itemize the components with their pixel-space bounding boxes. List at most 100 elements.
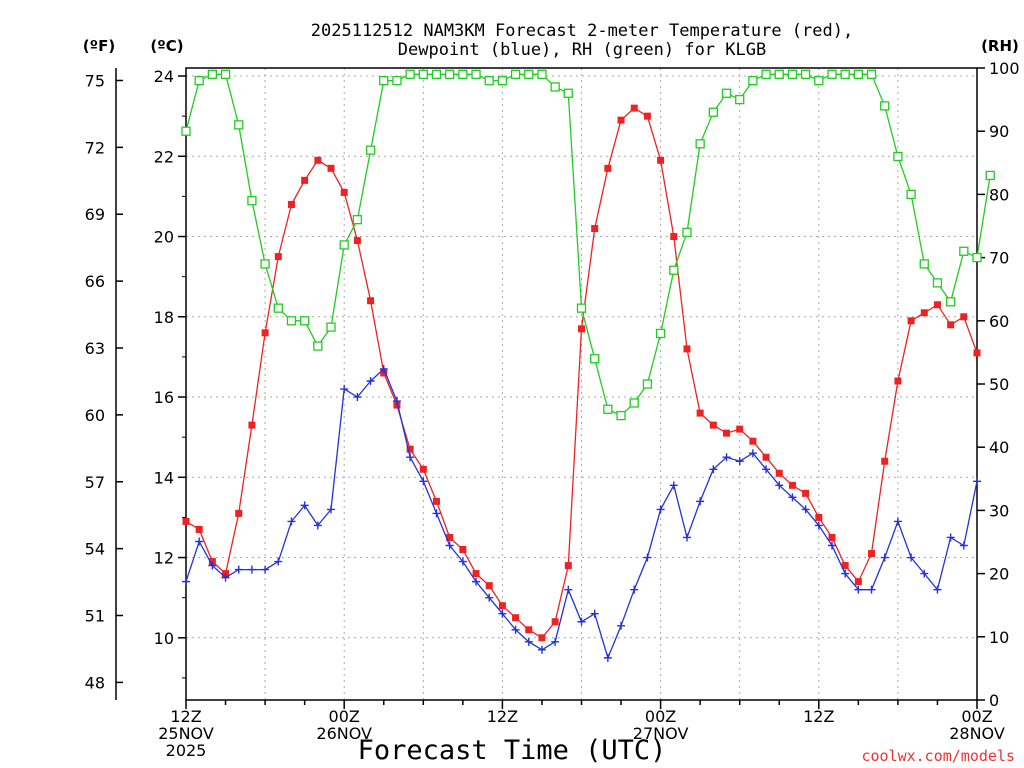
celsius-tick-label: 24 xyxy=(154,67,174,86)
dewpoint-point xyxy=(656,505,665,514)
dewpoint-point xyxy=(458,557,467,566)
dewpoint-point xyxy=(735,457,744,466)
rh-point xyxy=(708,107,718,117)
temperature-point xyxy=(261,329,269,337)
rh-point xyxy=(471,69,481,79)
rh-point xyxy=(853,69,863,79)
x-axis-title: Forecast Time (UTC) xyxy=(358,735,667,766)
rh-point xyxy=(326,322,336,332)
rh-point xyxy=(985,170,995,181)
temperature-point xyxy=(446,533,454,541)
temperature-point xyxy=(301,176,309,184)
x-tick-label: 25NOV xyxy=(158,724,214,743)
dewpoint-point xyxy=(221,573,230,582)
chart-title-line-2: Dewpoint (blue), RH (green) for KLGB xyxy=(398,40,766,60)
temperature-point xyxy=(380,369,388,377)
dewpoint-point xyxy=(313,521,322,530)
temperature-point xyxy=(512,614,520,622)
dewpoint-point xyxy=(551,637,560,646)
celsius-tick-label: 22 xyxy=(154,147,174,166)
celsius-tick-label: 16 xyxy=(154,388,174,407)
rh-tick-label: 10 xyxy=(989,628,1009,647)
rh-point xyxy=(655,328,666,339)
dewpoint-point xyxy=(788,493,797,502)
rh-point xyxy=(774,69,784,79)
dewpoint-point xyxy=(208,561,217,570)
rh-point xyxy=(735,94,745,105)
temperature-point xyxy=(775,469,783,477)
fahrenheit-tick-label: 63 xyxy=(85,339,105,358)
temperature-point xyxy=(564,562,572,570)
x-tick-label: 00Z xyxy=(961,707,992,726)
temperature-point xyxy=(393,401,401,409)
temperature-point xyxy=(723,429,731,437)
temperature-point xyxy=(314,156,322,164)
rh-point xyxy=(814,75,824,86)
fahrenheit-tick-label: 54 xyxy=(85,540,105,559)
rh-point xyxy=(379,75,389,86)
temperature-point xyxy=(617,116,625,124)
temperature-point xyxy=(881,457,889,465)
rh-point xyxy=(906,189,916,200)
celsius-tick-label: 12 xyxy=(154,549,174,568)
rh-point xyxy=(405,69,415,79)
dewpoint-point xyxy=(419,477,428,486)
temperature-point xyxy=(472,570,480,578)
temperature-point xyxy=(841,562,849,570)
rh-point xyxy=(445,69,455,79)
rh-point xyxy=(932,278,943,288)
rh-point xyxy=(484,75,494,86)
dewpoint-point xyxy=(709,465,718,474)
rh-line xyxy=(185,73,991,417)
dewpoint-point xyxy=(524,637,533,646)
rh-point xyxy=(563,88,573,98)
dewpoint-point xyxy=(920,569,929,578)
rh-point xyxy=(827,69,837,79)
temperature-point xyxy=(894,377,902,385)
temperature-point xyxy=(353,237,361,245)
temperature-point xyxy=(367,297,375,305)
grid-lines xyxy=(186,68,977,700)
dewpoint-point xyxy=(762,465,771,474)
temperature-point xyxy=(182,517,190,525)
temperature-point xyxy=(933,301,941,309)
dewpoint-point xyxy=(722,453,731,462)
rh-point xyxy=(365,145,376,155)
dewpoint-point xyxy=(247,565,256,574)
rh-point xyxy=(800,69,811,79)
temperature-point xyxy=(630,104,638,112)
rh-point xyxy=(866,69,877,79)
rh-point xyxy=(497,75,508,86)
temperature-point xyxy=(696,409,704,417)
temperature-point xyxy=(788,481,796,489)
rh-point xyxy=(220,69,231,79)
temperature-point xyxy=(802,489,810,497)
temperature-point xyxy=(828,533,836,541)
celsius-tick-label: 20 xyxy=(154,228,174,247)
rh-tick-label: 60 xyxy=(989,312,1009,331)
series-layer xyxy=(181,69,995,662)
temperature-point xyxy=(920,309,928,317)
x-tick-label: 12Z xyxy=(487,707,518,726)
dewpoint-point xyxy=(669,481,678,490)
temperature-point xyxy=(604,164,612,172)
rh-tick-label: 0 xyxy=(989,691,999,710)
dewpoint-point xyxy=(907,553,916,562)
dewpoint-point xyxy=(973,477,981,486)
dewpoint-point xyxy=(498,609,507,618)
dewpoint-point xyxy=(537,645,546,654)
temperature-point xyxy=(578,325,585,333)
rh-point xyxy=(590,354,600,364)
rh-point xyxy=(787,69,798,79)
rh-point xyxy=(352,215,363,225)
dewpoint-point xyxy=(327,505,336,514)
dewpoint-point xyxy=(432,509,441,518)
x-tick-label: 00Z xyxy=(329,707,360,726)
dewpoint-point xyxy=(485,593,494,602)
dewpoint-point xyxy=(841,569,850,578)
rh-point xyxy=(431,69,442,79)
dewpoint-point xyxy=(392,397,401,406)
dewpoint-point xyxy=(261,565,270,574)
dewpoint-point xyxy=(234,565,243,574)
dewpoint-point xyxy=(893,517,902,526)
